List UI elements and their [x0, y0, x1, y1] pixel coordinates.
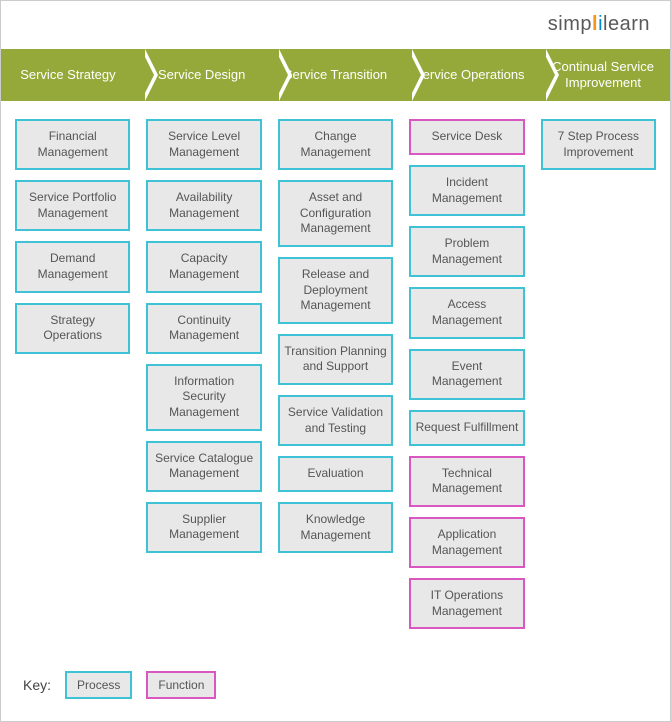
box-1-3: Continuity Management: [146, 303, 261, 354]
box-3-5: Request Fulfillment: [409, 410, 524, 446]
box-4-0: 7 Step Process Improvement: [541, 119, 656, 170]
box-1-0: Service Level Management: [146, 119, 261, 170]
logo-part4: learn: [603, 13, 650, 35]
box-1-2: Capacity Management: [146, 241, 261, 292]
legend: Key: Process Function: [23, 671, 216, 699]
box-0-0: Financial Management: [15, 119, 130, 170]
box-2-2: Release and Deployment Management: [278, 257, 393, 324]
box-3-2: Problem Management: [409, 226, 524, 277]
legend-function: Function: [146, 671, 216, 699]
box-3-6: Technical Management: [409, 456, 524, 507]
box-1-1: Availability Management: [146, 180, 261, 231]
legend-process: Process: [65, 671, 132, 699]
logo-part1: simp: [548, 13, 592, 35]
box-2-5: Evaluation: [278, 456, 393, 492]
column-4: 7 Step Process Improvement: [541, 119, 656, 629]
box-3-0: Service Desk: [409, 119, 524, 155]
column-2: Change Management Asset and Configuration…: [278, 119, 393, 629]
box-3-8: IT Operations Management: [409, 578, 524, 629]
column-3: Service Desk Incident Management Problem M…: [409, 119, 524, 629]
box-3-3: Access Management: [409, 287, 524, 338]
lifecycle-header: Service StrategyService DesignService Tr…: [1, 49, 670, 101]
box-2-0: Change Management: [278, 119, 393, 170]
column-1: Service Level Management Availability Man…: [146, 119, 261, 629]
box-2-6: Knowledge Management: [278, 502, 393, 553]
box-1-6: Supplier Management: [146, 502, 261, 553]
box-1-5: Service Catalogue Management: [146, 441, 261, 492]
box-3-7: Application Management: [409, 517, 524, 568]
box-0-2: Demand Management: [15, 241, 130, 292]
box-2-3: Transition Planning and Support: [278, 334, 393, 385]
box-0-3: Strategy Operations: [15, 303, 130, 354]
box-2-4: Service Validation and Testing: [278, 395, 393, 446]
box-3-1: Incident Management: [409, 165, 524, 216]
legend-label: Key:: [23, 677, 51, 693]
box-1-4: Information Security Management: [146, 364, 261, 431]
box-3-4: Event Management: [409, 349, 524, 400]
box-2-1: Asset and Configuration Management: [278, 180, 393, 247]
column-0: Financial Management Service Portfolio Ma…: [15, 119, 130, 629]
logo: simplilearn: [548, 13, 650, 36]
columns-container: Financial Management Service Portfolio Ma…: [1, 101, 670, 629]
box-0-1: Service Portfolio Management: [15, 180, 130, 231]
header-0: Service Strategy: [1, 49, 135, 101]
